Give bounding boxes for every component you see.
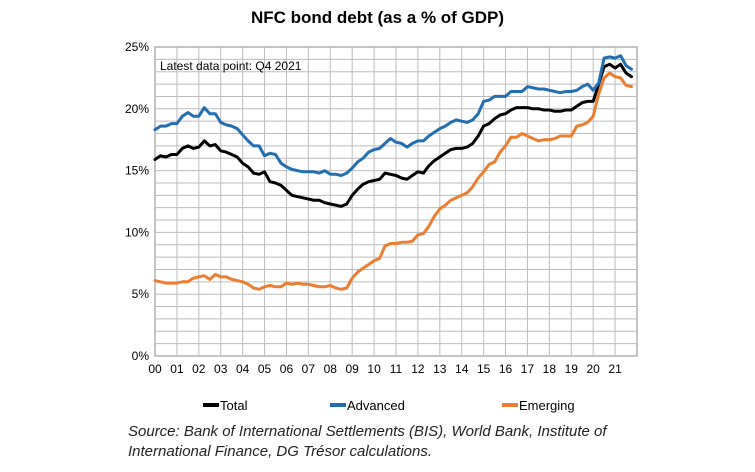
y-tick-label: 15% bbox=[125, 164, 149, 178]
x-tick-label: 00 bbox=[148, 362, 162, 376]
chart-title: NFC bond debt (as a % of GDP) bbox=[250, 8, 505, 27]
x-tick-label: 17 bbox=[521, 362, 535, 376]
grid-lines bbox=[155, 47, 637, 356]
x-tick-label: 05 bbox=[258, 362, 272, 376]
y-tick-label: 25% bbox=[125, 40, 149, 54]
series-line-total bbox=[153, 62, 633, 208]
x-tick-label: 03 bbox=[214, 362, 228, 376]
x-tick-label: 13 bbox=[433, 362, 447, 376]
y-tick-label: 0% bbox=[132, 349, 150, 363]
x-tick-label: 10 bbox=[367, 362, 381, 376]
axes: 0% 5% 10% 15% 20% 25% 00 01 02 03 04 05 06 07 08 09 10 11… bbox=[125, 40, 622, 376]
latest-data-annotation: Latest data point: Q4 2021 bbox=[160, 59, 302, 73]
legend-label-advanced: Advanced bbox=[347, 398, 405, 413]
x-tick-label: 12 bbox=[411, 362, 425, 376]
y-tick-label: 10% bbox=[125, 225, 149, 239]
legend-label-total: Total bbox=[220, 398, 248, 413]
x-tick-label: 20 bbox=[587, 362, 601, 376]
series-line-advanced bbox=[153, 54, 633, 177]
x-tick-label: 01 bbox=[170, 362, 184, 376]
x-tick-label: 02 bbox=[192, 362, 206, 376]
x-tick-label: 09 bbox=[346, 362, 360, 376]
x-tick-label: 14 bbox=[455, 362, 469, 376]
x-tick-label: 19 bbox=[565, 362, 579, 376]
x-tick-label: 18 bbox=[543, 362, 557, 376]
series-lines bbox=[153, 54, 633, 291]
y-tick-label: 20% bbox=[125, 102, 149, 116]
x-tick-label: 07 bbox=[302, 362, 316, 376]
legend-label-emerging: Emerging bbox=[519, 398, 575, 413]
x-tick-label: 15 bbox=[477, 362, 491, 376]
x-tick-label: 11 bbox=[390, 362, 403, 376]
y-tick-label: 5% bbox=[132, 287, 150, 301]
series-line-emerging bbox=[153, 71, 633, 291]
x-tick-label: 04 bbox=[236, 362, 250, 376]
x-tick-label: 21 bbox=[608, 362, 622, 376]
source-note: Source: Bank of International Settlement… bbox=[128, 423, 607, 460]
x-tick-label: 06 bbox=[280, 362, 294, 376]
x-tick-label: 16 bbox=[499, 362, 513, 376]
x-tick-label: 08 bbox=[324, 362, 338, 376]
legend: Total Advanced Emerging bbox=[203, 398, 575, 413]
